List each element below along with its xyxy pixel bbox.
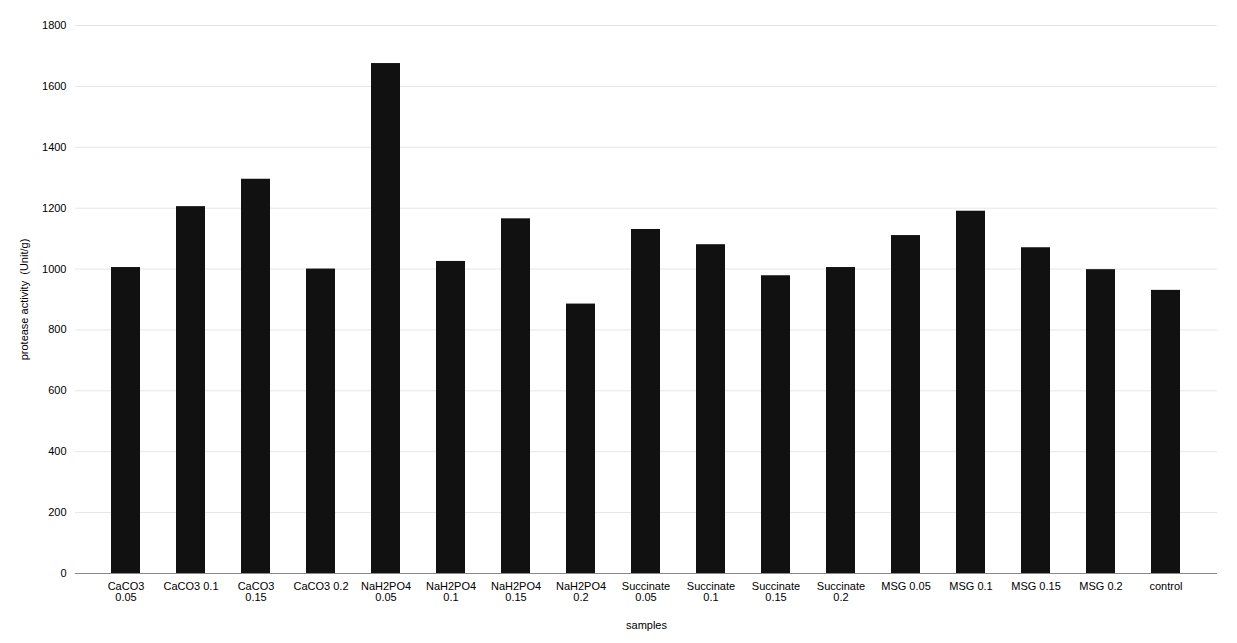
- svg-text:NaH2PO40.15: NaH2PO40.15: [491, 580, 541, 603]
- svg-text:Succinate0.1: Succinate0.1: [687, 580, 735, 603]
- svg-text:800: 800: [48, 323, 66, 335]
- svg-text:600: 600: [48, 384, 66, 396]
- svg-text:CaCO3 0.1: CaCO3 0.1: [163, 580, 218, 592]
- svg-text:NaH2PO40.2: NaH2PO40.2: [556, 580, 606, 603]
- svg-text:CaCO30.05: CaCO30.05: [108, 580, 145, 603]
- svg-text:1400: 1400: [42, 141, 66, 153]
- svg-text:200: 200: [48, 506, 66, 518]
- svg-text:1600: 1600: [42, 80, 66, 92]
- svg-text:CaCO3 0.2: CaCO3 0.2: [293, 580, 348, 592]
- svg-text:1800: 1800: [42, 19, 66, 31]
- svg-text:samples: samples: [626, 619, 667, 631]
- svg-text:protease activity (Unit/g): protease activity (Unit/g): [18, 239, 30, 361]
- svg-text:MSG 0.15: MSG 0.15: [1011, 580, 1061, 592]
- svg-text:Succinate0.05: Succinate0.05: [622, 580, 670, 603]
- svg-text:MSG 0.05: MSG 0.05: [881, 580, 931, 592]
- svg-text:400: 400: [48, 445, 66, 457]
- svg-text:0: 0: [60, 567, 66, 579]
- svg-text:MSG 0.2: MSG 0.2: [1079, 580, 1122, 592]
- svg-text:1000: 1000: [42, 263, 66, 275]
- svg-text:NaH2PO40.05: NaH2PO40.05: [361, 580, 411, 603]
- svg-text:NaH2PO40.1: NaH2PO40.1: [426, 580, 476, 603]
- svg-text:CaCO30.15: CaCO30.15: [238, 580, 275, 603]
- svg-text:Succinate0.2: Succinate0.2: [817, 580, 865, 603]
- svg-text:control: control: [1149, 580, 1182, 592]
- svg-text:Succinate0.15: Succinate0.15: [752, 580, 800, 603]
- svg-text:MSG 0.1: MSG 0.1: [949, 580, 992, 592]
- svg-text:1200: 1200: [42, 202, 66, 214]
